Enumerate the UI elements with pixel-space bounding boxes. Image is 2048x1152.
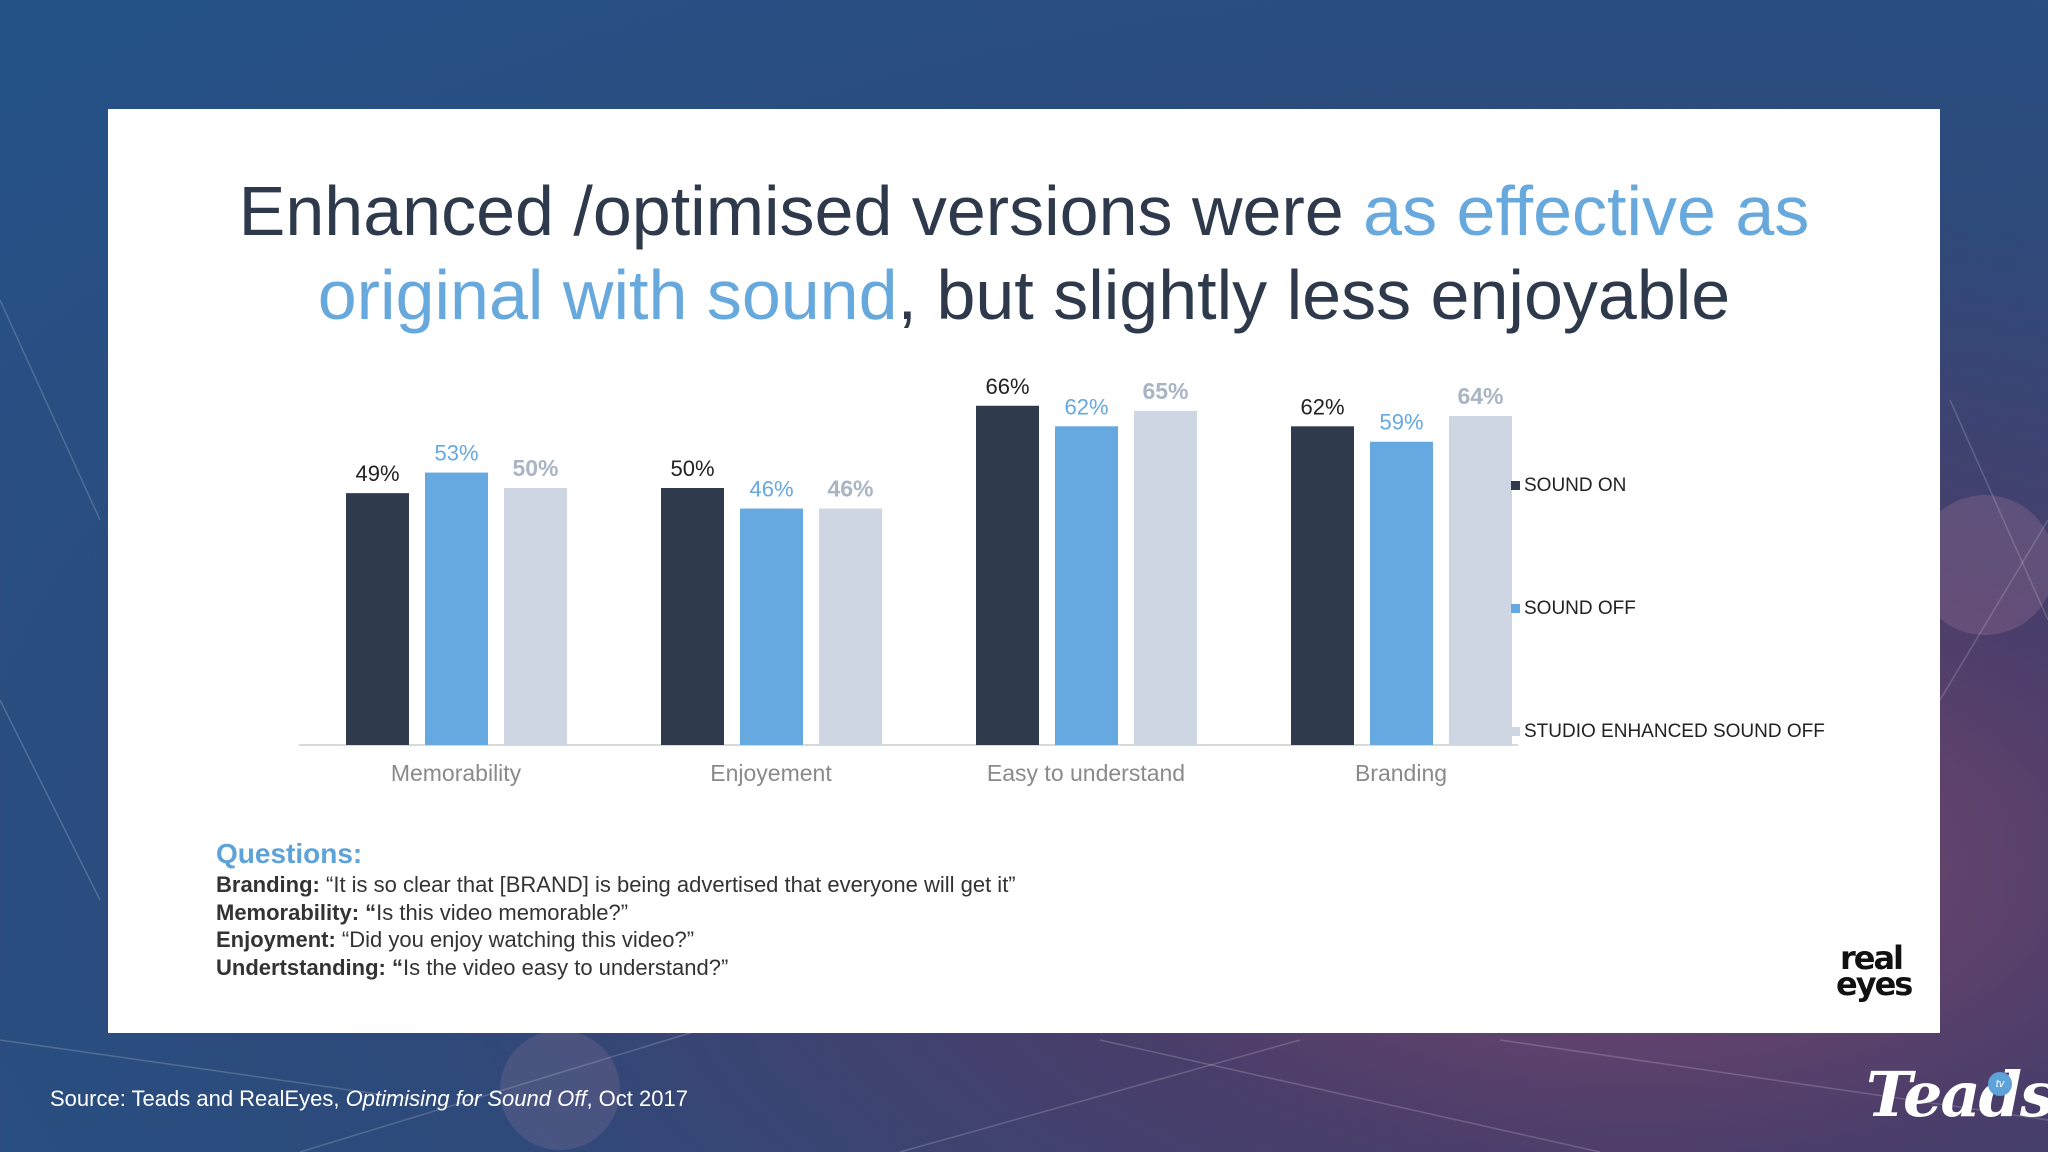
bar-2-2 — [1134, 410, 1197, 745]
title-highlight-2: original with sound — [317, 256, 898, 334]
category-label-2: Easy to understand — [987, 760, 1185, 786]
question-label: Enjoyment: — [216, 927, 336, 952]
data-label-0-2: 66% — [985, 374, 1029, 399]
bar-1-2 — [1055, 426, 1118, 745]
realeyes-logo-bottom: eyes — [1836, 965, 1913, 1003]
legend-swatch-0 — [1511, 481, 1520, 490]
questions-block: Questions: Branding: “It is so clear tha… — [216, 837, 1416, 981]
data-label-2-2: 65% — [1142, 378, 1188, 404]
source-citation: Source: Teads and RealEyes, Optimising f… — [50, 1086, 688, 1112]
question-text: “It is so clear that [BRAND] is being ad… — [319, 872, 1016, 897]
slide-title: Enhanced /optimised versions were as eff… — [108, 169, 1940, 337]
legend-label-0: SOUND ON — [1524, 475, 1626, 496]
realeyes-logo-top: real — [1839, 939, 1904, 977]
bar-0-3 — [1291, 426, 1354, 745]
data-label-1-1: 46% — [749, 477, 793, 502]
data-label-0-0: 49% — [355, 461, 399, 486]
bar-0-2 — [976, 405, 1039, 745]
bar-1-3 — [1370, 441, 1433, 745]
question-enjoyment: Enjoyment: “Did you enjoy watching this … — [216, 926, 1416, 954]
bar-2-1 — [819, 508, 882, 745]
data-label-2-3: 64% — [1457, 383, 1503, 409]
bar-1-1 — [740, 508, 803, 745]
title-part-2: , but slightly less enjoyable — [897, 256, 1731, 334]
bar-0-0 — [346, 493, 409, 745]
legend-swatch-1 — [1511, 604, 1520, 613]
data-label-0-1: 50% — [670, 456, 714, 481]
title-highlight-1: as effective as — [1363, 172, 1810, 250]
question-memorability: Memorability: “Is this video memorable?” — [216, 899, 1416, 927]
bar-2-3 — [1449, 416, 1512, 745]
bar-1-0 — [425, 472, 488, 745]
legend-swatch-2 — [1511, 727, 1520, 736]
bar-0-1 — [661, 488, 724, 745]
question-text: Is the video easy to understand?” — [403, 954, 729, 980]
category-label-1: Enjoyement — [710, 760, 832, 786]
title-part-1: Enhanced /optimised versions were — [238, 172, 1364, 250]
question-label: Memorability: “ — [216, 899, 377, 925]
questions-heading: Questions: — [216, 838, 363, 869]
source-prefix: Source: Teads and RealEyes, — [50, 1086, 346, 1111]
data-label-2-1: 46% — [827, 476, 873, 502]
category-label-0: Memorability — [391, 760, 522, 786]
question-understanding: Undertstanding: “Is the video easy to un… — [216, 954, 1416, 982]
question-branding: Branding: “It is so clear that [BRAND] i… — [216, 871, 1416, 899]
data-label-1-2: 62% — [1064, 394, 1108, 419]
teads-logo: Teads — [1866, 1058, 2048, 1131]
teads-tv-badge: tv — [1988, 1072, 2012, 1096]
bar-2-0 — [504, 488, 567, 745]
data-label-1-3: 59% — [1379, 410, 1423, 435]
realeyes-logo: real eyes — [1836, 939, 1913, 1005]
source-title: Optimising for Sound Off — [345, 1086, 587, 1111]
data-label-0-3: 62% — [1300, 394, 1344, 419]
data-label-2-0: 50% — [512, 455, 558, 481]
legend-label-2: STUDIO ENHANCED SOUND OFF — [1524, 721, 1825, 742]
bar-chart: 49% 53% 50% Memorability 50% 46% 46% Enjoyement… — [299, 374, 1825, 786]
legend-label-1: SOUND OFF — [1524, 598, 1636, 619]
question-label: Undertstanding: “ — [216, 954, 403, 980]
question-text: “Did you enjoy watching this video?” — [335, 927, 695, 952]
question-label: Branding: — [216, 872, 320, 897]
category-label-3: Branding — [1355, 760, 1447, 786]
source-suffix: , Oct 2017 — [586, 1086, 688, 1111]
slide-card: Enhanced /optimised versions were as eff… — [108, 109, 1940, 1033]
question-text: Is this video memorable?” — [376, 899, 629, 925]
data-label-1-0: 53% — [434, 441, 478, 466]
